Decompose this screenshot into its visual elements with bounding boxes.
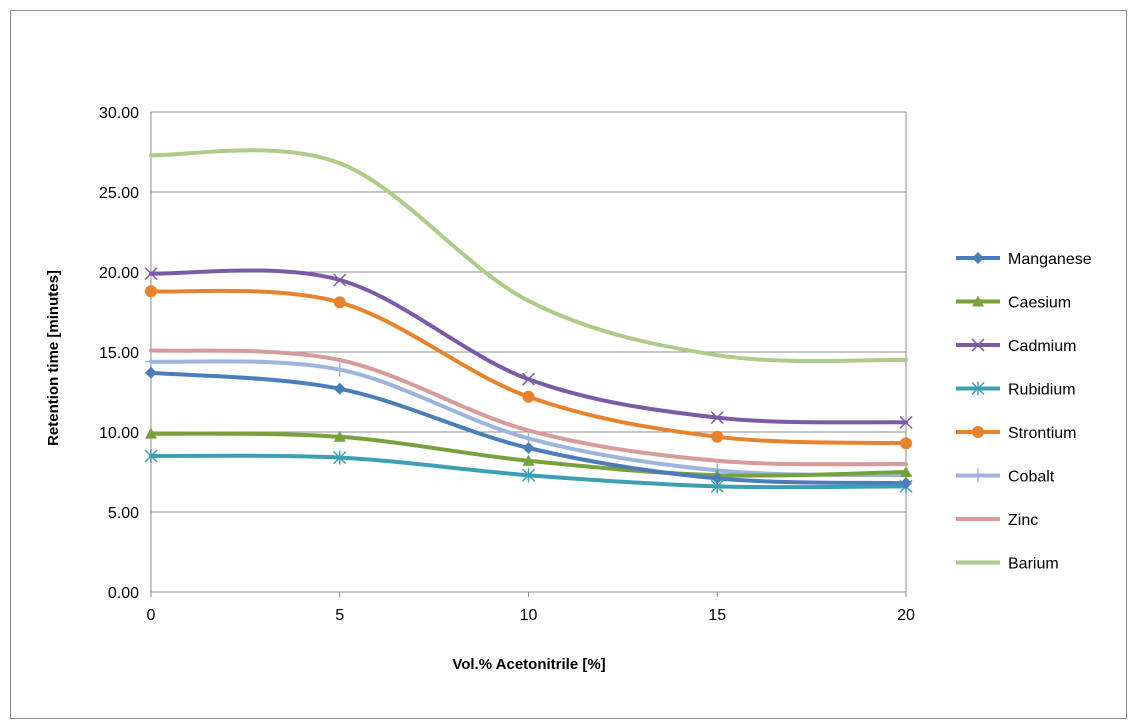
legend-marker-manganese [972,252,984,264]
data-point-rubidium [144,449,158,463]
data-point-strontium [711,430,724,443]
marker-stroke [971,338,985,352]
x-tick-label: 20 [897,607,915,624]
series-markers [144,267,913,494]
data-point-manganese [711,472,724,485]
legend-item-caesium: Caesium [956,295,1071,312]
data-point-cadmium [333,273,347,287]
legend-item-cobalt: Cobalt [956,468,1055,486]
y-tick-label: 30.00 [99,105,139,122]
marker-stroke [710,411,724,425]
legend-label-cadmium: Cadmium [1008,338,1076,355]
data-point-caesium [145,427,157,439]
x-axis-title: Vol.% Acetonitrile [%] [452,656,605,673]
axes: 0.00 5.00 10.00 15.00 20.00 25.00 30.00 0 5 10 15 2… [99,105,915,624]
x-tick-label: 0 [147,607,156,624]
data-point-strontium [333,296,346,309]
series-line-zinc [149,348,908,467]
line-chart: 0.00 5.00 10.00 15.00 20.00 25.00 30.00 0 5 10 15 2… [45,105,1092,673]
legend-item-rubidium: Rubidium [956,381,1076,399]
legend-item-zinc: Zinc [956,512,1038,529]
series-line-barium [149,148,908,364]
marker-stroke [521,372,536,386]
legend-marker-cobalt [972,468,984,483]
data-point-manganese [333,382,346,395]
marker-stroke [144,267,158,281]
y-tick-label: 5.00 [108,505,139,522]
data-point-strontium [522,390,535,403]
y-tick-label: 0.00 [108,585,139,602]
x-tick-label: 15 [708,607,726,624]
y-tick-label: 10.00 [99,425,139,442]
y-tick-label: 25.00 [99,185,139,202]
legend-marker-cadmium [971,338,985,352]
data-point-cobalt [145,354,157,369]
y-tick-label: 20.00 [99,265,139,282]
y-axis-title: Retention time [minutes] [45,270,62,446]
legend-label-cobalt: Cobalt [1008,469,1055,486]
data-point-strontium [145,285,157,298]
data-point-rubidium [521,468,536,483]
data-point-manganese [522,442,535,454]
legend-label-zinc: Zinc [1008,512,1038,529]
legend-item-manganese: Manganese [956,251,1092,268]
data-point-cadmium [710,411,724,425]
legend-item-strontium: Strontium [956,425,1076,442]
data-point-caesium [522,454,535,466]
legend-label-rubidium: Rubidium [1008,382,1076,399]
data-point-caesium [333,430,346,442]
legend-item-barium: Barium [956,556,1059,573]
data-point-manganese [145,366,157,379]
series-line-manganese [149,370,908,486]
x-tick-label: 5 [335,607,344,624]
data-point-cadmium [144,267,158,281]
data-point-caesium [900,466,912,477]
legend-label-caesium: Caesium [1008,295,1071,312]
data-point-rubidium [333,450,347,465]
data-point-manganese [900,477,912,490]
legend-label-manganese: Manganese [1008,251,1092,268]
marker-stroke [899,415,913,429]
data-point-strontium [900,437,912,450]
legend-marker-strontium [972,426,984,438]
legend-label-strontium: Strontium [1008,425,1076,442]
data-point-cadmium [899,415,913,429]
legend-item-cadmium: Cadmium [956,338,1076,355]
legend-marker-rubidium [971,381,985,396]
data-point-cadmium [521,372,536,386]
legend-label-barium: Barium [1008,556,1059,573]
marker-stroke [333,273,347,287]
legend: Manganese Caesium Cadmium Rubidium Strontium… [956,251,1092,573]
chart-area: 0.00 5.00 10.00 15.00 20.00 25.00 30.00 0 5 10 15 2… [10,10,1127,719]
legend-marker-caesium [972,295,984,307]
y-tick-label: 15.00 [99,345,139,362]
x-tick-label: 10 [520,607,538,624]
data-point-cobalt [333,362,346,377]
